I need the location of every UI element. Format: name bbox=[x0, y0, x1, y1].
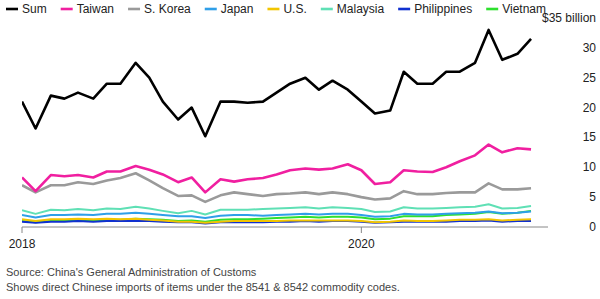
y-tick-label: 5 bbox=[589, 190, 596, 204]
x-tick-label: 2020 bbox=[348, 237, 375, 251]
legend-label: U.S. bbox=[283, 2, 306, 16]
y-tick-label: 30 bbox=[583, 41, 597, 55]
legend-label: Vietnam bbox=[502, 2, 546, 16]
series-line bbox=[22, 173, 531, 202]
y-tick-label: 10 bbox=[583, 160, 597, 174]
series-line bbox=[22, 30, 531, 136]
legend-label: S. Korea bbox=[144, 2, 191, 16]
y-tick-label: $35 billion bbox=[542, 11, 596, 25]
legend-label: Taiwan bbox=[77, 2, 114, 16]
legend-swatch bbox=[398, 8, 410, 11]
legend: Sum Taiwan S. Korea Japan U.S. Malaysia Philip… bbox=[6, 2, 546, 16]
y-tick-label: 0 bbox=[589, 220, 596, 234]
legend-swatch bbox=[205, 8, 217, 11]
y-tick-label: 20 bbox=[583, 101, 597, 115]
legend-label: Philippines bbox=[414, 2, 472, 16]
note: Shows direct Chinese imports of items un… bbox=[6, 281, 400, 293]
legend-swatch bbox=[267, 8, 279, 11]
legend-swatch bbox=[321, 8, 333, 11]
legend-label: Malaysia bbox=[337, 2, 385, 16]
chart: 0 5 10 15 20 25 30 $35 billion 2018 2020 Sum Taiwan… bbox=[0, 0, 600, 299]
x-axis-line bbox=[22, 227, 548, 228]
x-tick bbox=[22, 227, 23, 233]
legend-swatch bbox=[128, 8, 140, 11]
legend-swatch bbox=[486, 8, 498, 11]
y-tick-label: 25 bbox=[583, 71, 597, 85]
source: Source: China's General Administration o… bbox=[6, 266, 257, 278]
plot-lines bbox=[22, 30, 531, 223]
legend-swatch bbox=[6, 8, 18, 11]
legend-label: Sum bbox=[22, 2, 47, 16]
series-line bbox=[22, 145, 531, 193]
x-tick-label: 2018 bbox=[9, 237, 36, 251]
x-tick bbox=[361, 227, 362, 233]
legend-label: Japan bbox=[221, 2, 254, 16]
series-line bbox=[22, 211, 531, 218]
series-line bbox=[22, 219, 531, 223]
y-tick-label: 15 bbox=[583, 130, 597, 144]
legend-swatch bbox=[61, 8, 73, 11]
